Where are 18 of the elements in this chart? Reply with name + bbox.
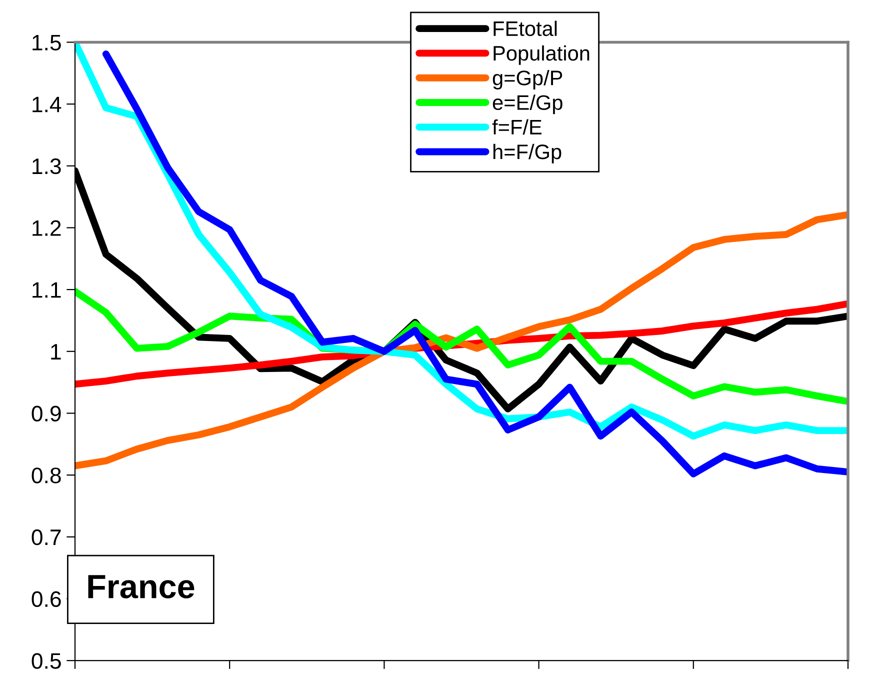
y-tick-label: 1.2 bbox=[32, 220, 61, 236]
legend-label: f=F/E bbox=[492, 119, 542, 135]
y-tick-label: 0.9 bbox=[32, 406, 61, 422]
legend-label: FEtotal bbox=[494, 20, 557, 36]
legend-label: g=Gp/P bbox=[492, 70, 562, 90]
y-tick-label: 1 bbox=[51, 344, 61, 360]
legend-label: e=E/Gp bbox=[492, 94, 562, 114]
y-tick-label: 1.3 bbox=[32, 158, 61, 174]
legend-label: h=F/Gp bbox=[493, 144, 562, 164]
legend-label: Population bbox=[494, 45, 590, 65]
y-tick-label: 0.7 bbox=[32, 529, 61, 546]
y-tick-label: 1.1 bbox=[32, 282, 61, 298]
y-tick-label: 0.5 bbox=[32, 653, 61, 669]
y-tick-label: 0.8 bbox=[32, 468, 61, 484]
y-tick-label: 0.6 bbox=[32, 591, 61, 608]
y-tick-label: 1.4 bbox=[32, 96, 62, 112]
y-tick-label: 1.5 bbox=[32, 34, 61, 50]
annotation: France bbox=[88, 575, 194, 598]
